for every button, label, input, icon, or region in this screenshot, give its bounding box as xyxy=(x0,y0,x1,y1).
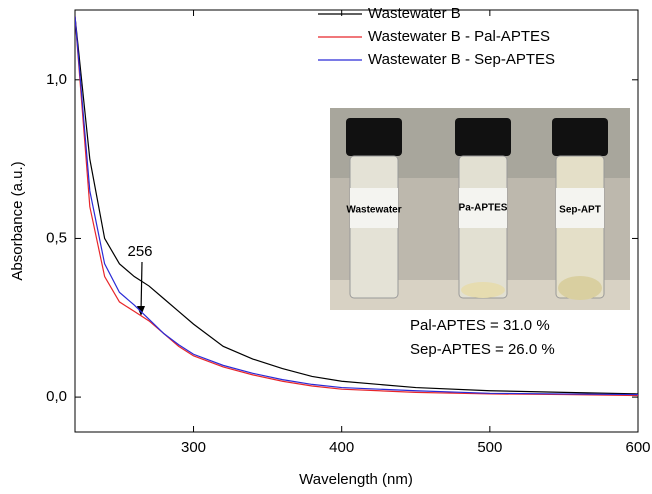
y-tick-label: 0,5 xyxy=(46,229,67,246)
vial-label: Wastewater xyxy=(346,205,401,216)
x-axis-label: Wavelength (nm) xyxy=(299,471,413,488)
inset-photo: Wastewater Pa-APTES Sep-APT xyxy=(330,108,630,310)
legend-label: Wastewater B - Pal-APTES xyxy=(368,28,550,45)
y-axis-label: Absorbance (a.u.) xyxy=(9,161,26,280)
x-tick-label: 400 xyxy=(329,439,354,456)
legend-label: Wastewater B xyxy=(368,5,461,22)
vial-label: Pa-APTES xyxy=(459,203,508,214)
y-tick-label: 1,0 xyxy=(46,71,67,88)
annotation: Sep-APTES = 26.0 % xyxy=(410,341,555,358)
x-tick-label: 500 xyxy=(477,439,502,456)
vial-label: Sep-APT xyxy=(559,205,601,216)
annotation: 256 xyxy=(127,243,152,260)
x-tick-label: 300 xyxy=(181,439,206,456)
chart: Wastewater Pa-APTES Sep-APT 256 Pal-APTE… xyxy=(0,0,652,489)
page: Wastewater Pa-APTES Sep-APT 256 Pal-APTE… xyxy=(0,0,652,489)
y-tick-label: 0,0 xyxy=(46,388,67,405)
legend-label: Wastewater B - Sep-APTES xyxy=(368,51,555,68)
x-tick-label: 600 xyxy=(625,439,650,456)
arrow xyxy=(141,262,142,312)
annotation: Pal-APTES = 31.0 % xyxy=(410,317,550,334)
